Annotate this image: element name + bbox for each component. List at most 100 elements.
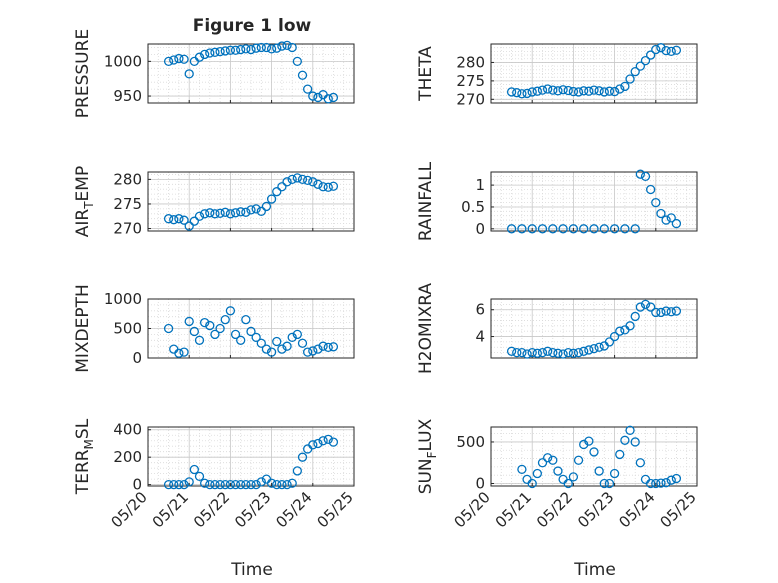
data-point <box>558 85 568 95</box>
data-point <box>210 479 220 490</box>
data-point <box>246 44 256 55</box>
data-point <box>656 208 666 219</box>
x-axis-label-left: Time <box>230 560 273 580</box>
data-point <box>517 89 527 99</box>
data-point <box>630 67 640 77</box>
y-tick-label: 270 <box>456 90 485 108</box>
data-point <box>215 479 225 490</box>
data-point <box>189 326 200 337</box>
axes-box <box>147 171 355 232</box>
data-point <box>282 177 292 187</box>
data-point <box>287 174 297 185</box>
data-point <box>189 216 200 226</box>
data-point <box>579 86 589 96</box>
data-point <box>169 479 179 490</box>
data-point <box>548 85 558 95</box>
data-point <box>163 56 174 67</box>
data-point <box>532 468 542 479</box>
data-series <box>163 434 339 490</box>
data-point <box>584 86 594 96</box>
data-point <box>272 187 282 197</box>
subplot-pressure: 950 1000 PRESSURE <box>73 29 355 118</box>
y-tick-label: 275 <box>456 72 485 90</box>
data-point <box>318 341 328 351</box>
data-point <box>323 182 333 192</box>
data-point <box>163 323 174 334</box>
data-point <box>568 86 579 97</box>
y-tick-label: 0.5 <box>461 198 485 216</box>
y-axis-label: RAINFALL <box>416 161 436 241</box>
data-series <box>517 425 682 489</box>
data-point <box>599 87 609 97</box>
data-point <box>282 341 292 351</box>
data-series <box>163 306 339 358</box>
data-point <box>272 479 282 490</box>
y-tick-label: 4 <box>475 328 485 346</box>
data-point <box>210 47 220 57</box>
data-point <box>199 49 210 60</box>
data-point <box>558 349 568 359</box>
data-point <box>625 425 635 435</box>
data-point <box>308 91 318 101</box>
data-point <box>261 201 272 212</box>
figure-title: Figure 1 low <box>193 16 312 36</box>
data-point <box>323 434 333 444</box>
data-point <box>548 347 558 358</box>
data-point <box>266 478 277 488</box>
data-point <box>553 466 563 476</box>
data-point <box>297 70 308 80</box>
y-axis-label: MIXDEPTH <box>73 284 93 373</box>
data-point <box>640 171 651 182</box>
data-point <box>512 347 522 358</box>
data-point <box>666 213 676 223</box>
data-series <box>506 43 682 99</box>
data-point <box>615 326 625 336</box>
data-point <box>671 45 682 55</box>
data-point <box>584 345 594 355</box>
data-point <box>537 347 548 358</box>
axes-box <box>147 298 355 359</box>
y-tick-label: 1000 <box>104 52 142 70</box>
data-point <box>184 477 194 487</box>
data-point <box>656 307 666 318</box>
data-point <box>215 323 225 334</box>
axes-box <box>490 43 698 104</box>
data-point <box>179 54 189 64</box>
data-point <box>506 346 517 356</box>
data-point <box>220 207 230 217</box>
data-point <box>589 343 599 354</box>
data-point <box>272 336 282 347</box>
data-point <box>656 478 666 488</box>
data-point <box>651 478 661 489</box>
data-point <box>282 40 292 51</box>
data-point <box>251 479 261 490</box>
data-point <box>241 314 251 325</box>
data-point <box>297 174 308 185</box>
y-axis-label: THETA <box>416 46 436 102</box>
data-point <box>287 42 297 53</box>
data-point <box>604 337 615 347</box>
data-point <box>292 173 303 183</box>
y-tick-label: 400 <box>113 421 142 439</box>
data-point <box>661 45 671 56</box>
data-point <box>671 473 682 484</box>
data-point <box>297 452 308 462</box>
y-axis-label: SUNFLUX <box>416 418 439 494</box>
data-point <box>179 215 189 225</box>
data-point <box>573 455 584 465</box>
data-point <box>225 209 236 219</box>
data-point <box>527 478 537 489</box>
data-point <box>573 87 584 97</box>
data-point <box>604 86 615 96</box>
data-point <box>630 437 640 447</box>
data-point <box>287 332 297 343</box>
data-point <box>646 50 656 60</box>
data-point <box>558 224 568 234</box>
data-point <box>308 440 318 450</box>
data-point <box>210 209 220 219</box>
data-point <box>568 348 579 358</box>
data-point <box>646 302 656 312</box>
data-point <box>517 224 527 234</box>
data-point <box>548 224 558 234</box>
